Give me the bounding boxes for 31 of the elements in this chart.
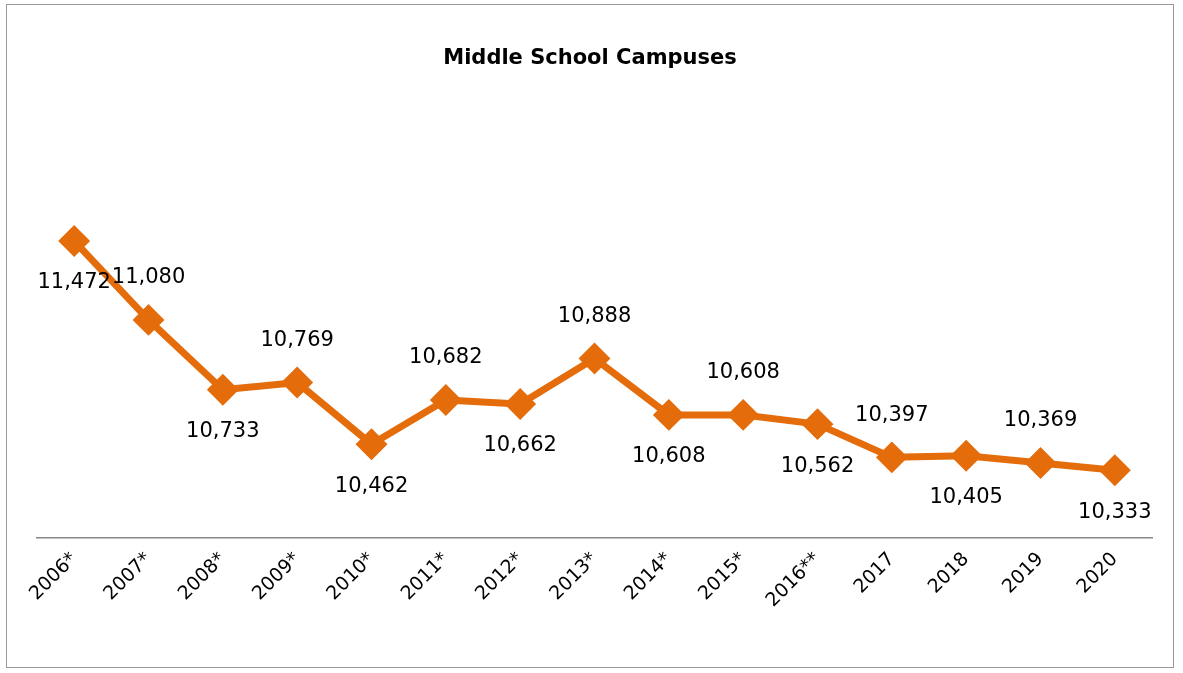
data-label: 10,769 bbox=[260, 326, 334, 351]
chart-title: Middle School Campuses bbox=[442, 45, 738, 69]
data-label: 10,333 bbox=[1078, 498, 1152, 523]
data-label: 11,472 bbox=[37, 269, 111, 294]
data-label: 10,397 bbox=[855, 401, 929, 426]
point bbox=[59, 226, 89, 256]
data-label: 10,462 bbox=[334, 472, 409, 497]
data-label: 10,369 bbox=[1003, 407, 1078, 432]
point bbox=[728, 400, 758, 430]
point bbox=[1100, 455, 1130, 485]
data-label: 10,682 bbox=[409, 344, 483, 369]
point bbox=[431, 385, 461, 415]
point bbox=[357, 429, 386, 459]
point bbox=[134, 305, 163, 335]
data-label: 10,888 bbox=[557, 302, 632, 327]
data-label: 10,733 bbox=[186, 418, 260, 443]
data-label: 11,080 bbox=[111, 264, 186, 289]
point bbox=[505, 389, 535, 419]
point bbox=[877, 442, 907, 472]
data-label: 10,405 bbox=[929, 484, 1003, 509]
point bbox=[282, 367, 312, 397]
point bbox=[803, 409, 832, 439]
data-label: 10,562 bbox=[780, 452, 855, 477]
data-label: 10,608 bbox=[632, 443, 706, 468]
data-label: 10,608 bbox=[706, 359, 780, 384]
point bbox=[208, 375, 238, 405]
point bbox=[951, 441, 981, 471]
point bbox=[1026, 448, 1055, 478]
data-label: 10,662 bbox=[483, 432, 557, 457]
point bbox=[580, 344, 609, 374]
point bbox=[654, 400, 684, 430]
